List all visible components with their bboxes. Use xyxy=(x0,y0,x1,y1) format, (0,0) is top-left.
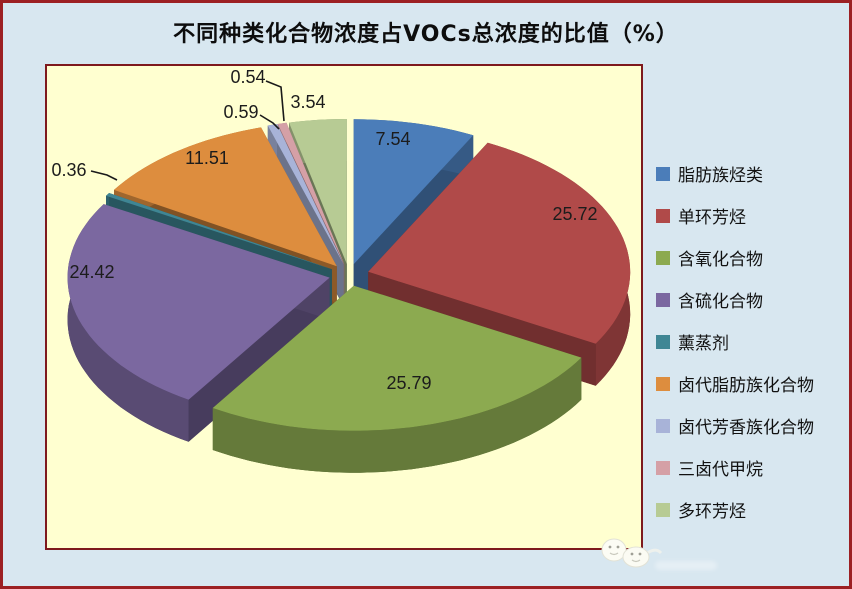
legend-label: 三卤代甲烷 xyxy=(678,460,763,480)
legend-label: 多环芳烃 xyxy=(678,502,746,522)
legend-label: 含硫化合物 xyxy=(678,292,763,312)
slice-value-label: 24.42 xyxy=(69,262,114,282)
pie-3d-chart: 7.54 25.72 25.79 24.42 0.36 11.51 0.59 0.54 3.54 xyxy=(51,67,631,473)
legend-item: 多环芳烃 xyxy=(656,497,814,522)
slice-value-label: 0.54 xyxy=(230,67,265,87)
slice-value-label: 3.54 xyxy=(290,92,325,112)
legend-item: 卤代芳香族化合物 xyxy=(656,413,814,438)
legend-item: 含硫化合物 xyxy=(656,287,814,312)
slice-value-label: 11.51 xyxy=(185,148,229,168)
legend-swatch xyxy=(656,376,670,391)
slice-value-label: 7.54 xyxy=(375,129,410,149)
slice-value-label: 0.59 xyxy=(223,102,258,122)
legend-label: 含氧化合物 xyxy=(678,250,763,270)
legend-swatch xyxy=(656,292,670,307)
legend-swatch xyxy=(656,250,670,265)
pie-slice xyxy=(368,142,631,386)
legend-item: 脂肪族烃类 xyxy=(656,161,814,186)
legend-label: 薰蒸剂 xyxy=(678,334,729,354)
label-leader-line xyxy=(90,170,118,181)
legend-swatch xyxy=(656,166,670,181)
legend-swatch xyxy=(656,502,670,517)
chart-title: 不同种类化合物浓度占VOCs总浓度的比值（%） xyxy=(173,22,679,47)
watermark-sticker xyxy=(597,534,683,576)
legend-item: 薰蒸剂 xyxy=(656,329,814,354)
slice-value-label: 25.72 xyxy=(552,204,597,224)
label-leader-line xyxy=(259,114,280,130)
legend-label: 脂肪族烃类 xyxy=(678,166,763,186)
label-leader-line xyxy=(265,80,285,122)
legend-item: 卤代脂肪族化合物 xyxy=(656,371,814,396)
watermark-text-faint xyxy=(655,561,717,570)
legend-label: 卤代芳香族化合物 xyxy=(678,418,814,438)
legend-label: 卤代脂肪族化合物 xyxy=(678,376,814,396)
legend-item: 含氧化合物 xyxy=(656,245,814,270)
legend-item: 单环芳烃 xyxy=(656,203,814,228)
slice-value-label: 0.36 xyxy=(51,160,86,180)
legend-swatch xyxy=(656,418,670,433)
slice-value-label: 25.79 xyxy=(386,373,431,393)
pie-slice xyxy=(212,285,582,473)
legend-swatch xyxy=(656,460,670,475)
faces-icon xyxy=(601,538,663,568)
legend-swatch xyxy=(656,208,670,223)
legend-item: 三卤代甲烷 xyxy=(656,455,814,480)
legend-label: 单环芳烃 xyxy=(678,208,746,228)
legend-swatch xyxy=(656,334,670,349)
legend: 脂肪族烃类单环芳烃含氧化合物含硫化合物薰蒸剂卤代脂肪族化合物 卤代芳香族化合物 三卤… xyxy=(656,161,814,522)
